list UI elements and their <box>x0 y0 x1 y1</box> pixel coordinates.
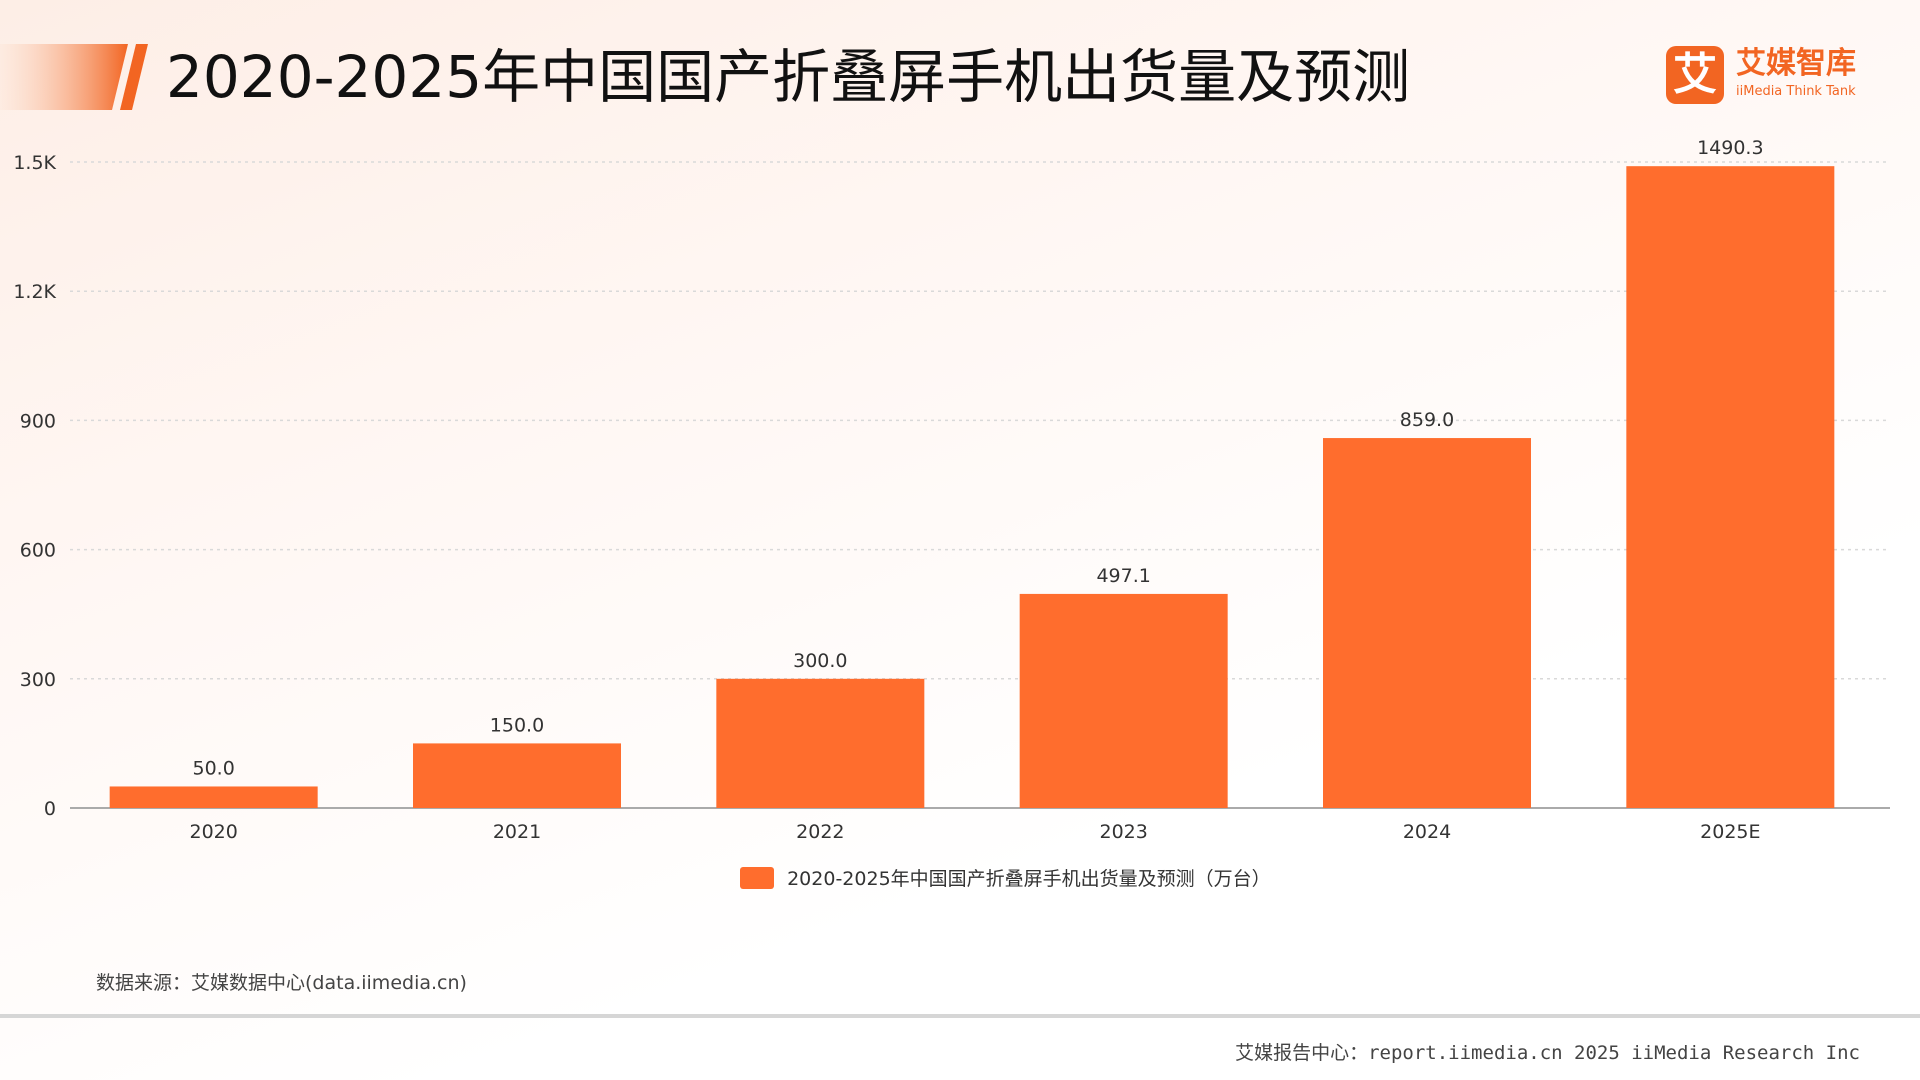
y-tick-label: 600 <box>20 540 56 562</box>
x-tick-label: 2024 <box>1403 821 1451 843</box>
footer-divider <box>0 1014 1920 1018</box>
data-label: 300.0 <box>793 650 847 672</box>
y-tick-label: 300 <box>20 669 56 691</box>
data-label: 50.0 <box>193 757 235 779</box>
bar <box>1323 438 1531 808</box>
y-tick-label: 900 <box>20 410 56 432</box>
data-label: 859.0 <box>1400 409 1454 431</box>
legend-swatch <box>740 866 774 889</box>
bar <box>1019 593 1228 808</box>
bar <box>716 678 925 808</box>
data-source: 数据来源：艾媒数据中心(data.iimedia.cn) <box>96 972 467 994</box>
y-tick-label: 1.5K <box>13 152 56 174</box>
x-tick-label: 2025E <box>1700 821 1760 843</box>
bar <box>1626 166 1835 808</box>
data-label: 1490.3 <box>1697 137 1763 159</box>
legend-label: 2020-2025年中国国产折叠屏手机出货量及预测（万台） <box>787 868 1271 890</box>
page-title: 2020-2025年中国国产折叠屏手机出货量及预测 <box>166 43 1411 111</box>
bar-chart: 0 300 600 900 1.2K 1.5K 50.0 2020 150.0 2021 300.0… <box>13 137 1890 843</box>
logo-mark-icon: 艾 <box>1666 46 1724 104</box>
data-label: 497.1 <box>1096 565 1150 587</box>
x-tick-label: 2022 <box>796 821 844 843</box>
bar <box>413 743 621 808</box>
logo-name-en: iiMedia Think Tank <box>1736 84 1856 99</box>
logo-name-cn: 艾媒智库 <box>1736 46 1856 81</box>
x-tick-label: 2023 <box>1099 821 1147 843</box>
title-accent-bar <box>0 44 148 110</box>
footer-credits: 艾媒报告中心：report.iimedia.cn 2025 iiMedia Re… <box>1235 1042 1860 1064</box>
y-tick-label: 0 <box>44 798 56 820</box>
iimedia-logo: 艾 艾媒智库 iiMedia Think Tank <box>1666 46 1866 108</box>
x-tick-label: 2020 <box>189 821 237 843</box>
x-tick-label: 2021 <box>493 821 541 843</box>
bar <box>109 786 318 808</box>
chart-legend: 2020-2025年中国国产折叠屏手机出货量及预测（万台） <box>740 864 1271 892</box>
data-label: 150.0 <box>490 714 544 736</box>
y-tick-label: 1.2K <box>13 281 56 303</box>
